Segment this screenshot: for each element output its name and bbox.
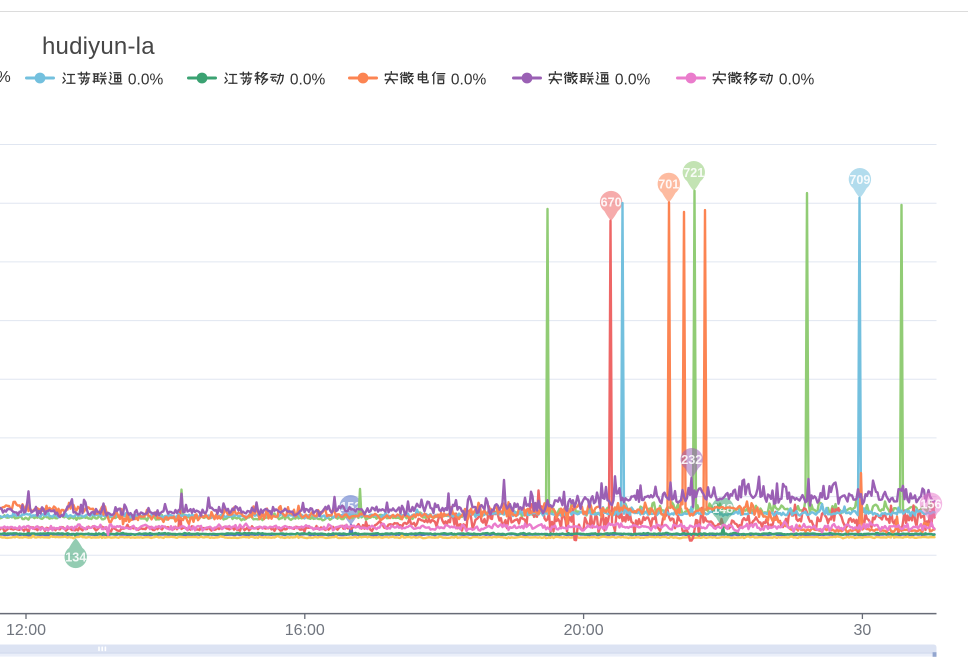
svg-text:709: 709 [849,173,870,187]
svg-text:12:00: 12:00 [6,622,46,639]
svg-text:20:00: 20:00 [564,622,604,639]
svg-text:16:00: 16:00 [285,622,325,639]
svg-text:0.0%: 0.0% [615,71,651,88]
svg-text:0.0%: 0.0% [451,71,487,88]
svg-text:30: 30 [854,622,872,639]
svg-text:148: 148 [712,502,733,516]
svg-text:0.0%: 0.0% [128,71,164,88]
svg-text:156: 156 [920,497,941,511]
svg-text:721: 721 [683,166,704,180]
svg-text:232: 232 [681,453,702,467]
svg-text:701: 701 [658,178,679,192]
svg-text:0.0%: 0.0% [779,71,815,88]
svg-text:134: 134 [65,551,86,565]
svg-text:670: 670 [601,196,622,210]
svg-text:0.0%: 0.0% [290,71,326,88]
